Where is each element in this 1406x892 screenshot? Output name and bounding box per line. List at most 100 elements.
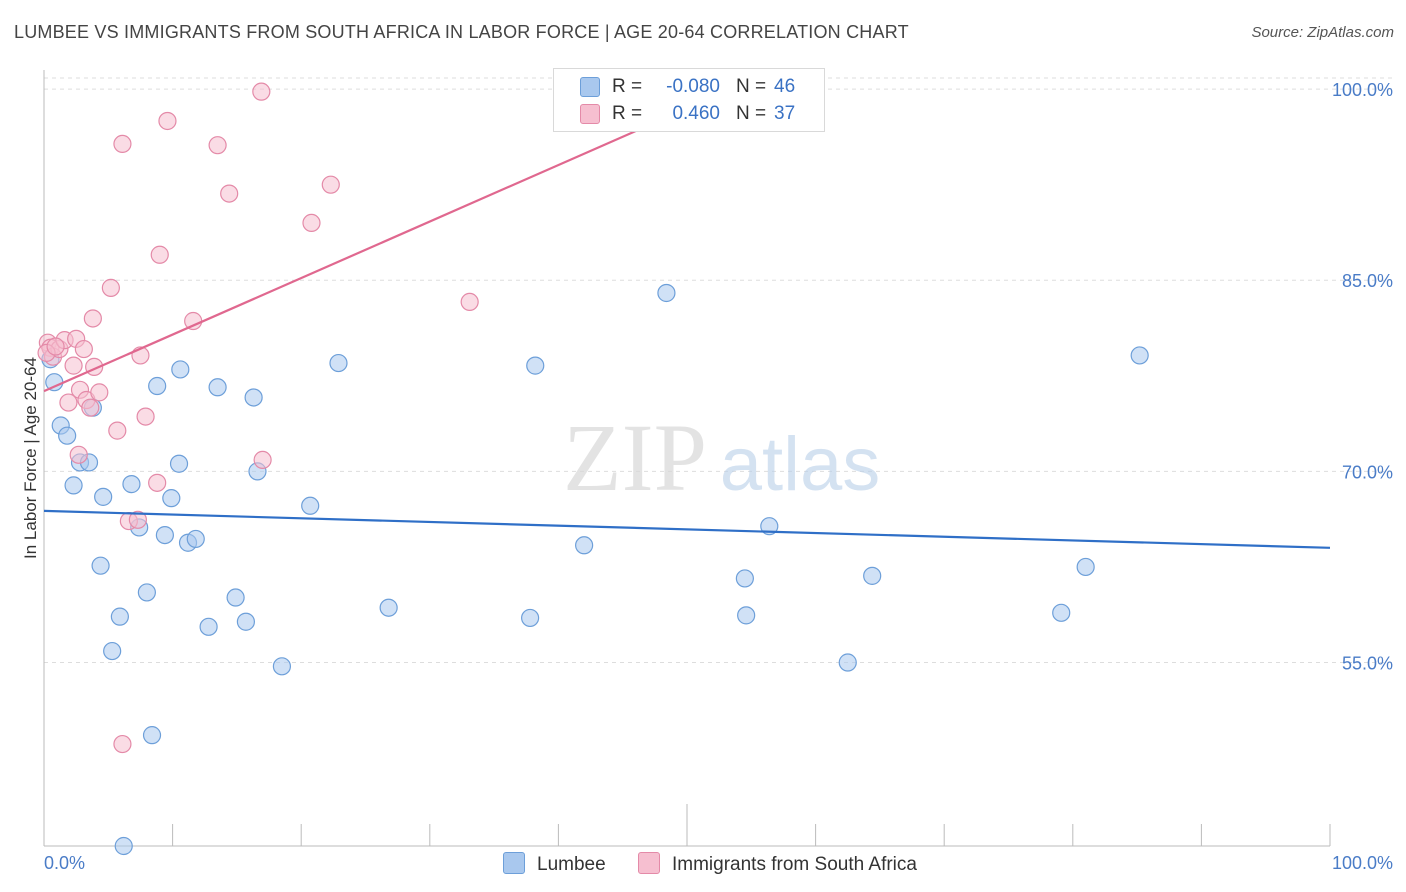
lumbee-point [226,588,245,607]
legend-n-value: 46 [774,76,796,97]
lumbee-point [760,517,779,536]
immigrant-point [321,175,340,194]
lumbee-point [208,378,227,397]
lumbee-point [301,496,320,515]
lumbee-point [142,726,162,745]
lumbee-point [657,283,676,303]
watermark: ZIP atlas [563,404,880,511]
lumbee-point [1076,557,1095,577]
correlation-legend: R = -0.080 N = 46 R = 0.460 N = 37 [553,68,825,132]
lumbee-point [244,388,263,407]
lumbee-trend-line [43,509,1331,549]
lumbee-point [737,606,756,625]
legend-item-lumbee[interactable]: Lumbee [503,852,606,876]
lumbee-point [155,525,174,545]
immigrant-point [128,510,147,529]
immigrant-point [64,356,83,375]
legend-n-value: 37 [774,103,796,124]
y-tick-label: 85.0% [1342,271,1393,291]
legend-n-label: N = [736,103,767,124]
immigrant-point [150,245,169,264]
legend-item-immigrants[interactable]: Immigrants from South Africa [638,852,917,876]
lumbee-point [186,529,205,549]
lumbee-point [272,657,292,676]
legend-r-label: R = [612,103,643,124]
legend-n-label: N = [736,76,767,97]
grid-layer [44,77,1394,664]
lumbee-point [162,489,181,508]
immigrant-point [220,184,239,203]
lumbee-point [521,608,540,628]
y-tick-label: 100.0% [1332,80,1393,100]
immigrant-point [148,473,167,492]
lumbee-point [171,360,190,379]
immigrant-point [460,292,479,312]
series-legend: Lumbee Immigrants from South Africa [0,852,1406,878]
lumbee-point [236,612,256,631]
chart-title: LUMBEE VS IMMIGRANTS FROM SOUTH AFRICA I… [14,22,909,42]
source-credit: Source: ZipAtlas.com [1251,24,1394,41]
immigrant-point [46,337,65,356]
lumbee-point [94,487,113,506]
legend-swatch-lumbee [580,77,600,97]
trend-layer [43,104,1331,549]
lumbee-point [58,426,77,445]
immigrant-point [90,383,109,402]
immigrant-point [101,278,120,297]
immigrant-point [59,393,78,412]
immigrant-point [252,82,271,101]
legend-label-lumbee: Lumbee [537,854,606,875]
legend-swatch-immigrants [580,104,600,124]
lumbee-point [64,476,83,495]
watermark-atlas: atlas [720,422,881,507]
x-tick-label: 0.0% [44,853,85,873]
lumbee-point [735,569,754,588]
x-tick-label: 100.0% [1332,853,1393,873]
lumbee-point [1130,346,1149,365]
legend-r-value: -0.080 [666,76,720,97]
y-tick-label: 55.0% [1342,654,1393,674]
lumbee-point [1052,603,1071,622]
lumbee-point [137,583,156,602]
legend-swatch-immigrants [638,852,660,874]
immigrant-point [208,136,227,155]
watermark-zip: ZIP [563,404,707,511]
immigrant-point [81,398,100,417]
points-layer [37,82,1149,856]
immigrant-point [253,450,272,470]
legend-label-immigrants: Immigrants from South Africa [672,854,917,875]
lumbee-point [379,598,398,617]
immigrant-point [74,339,93,359]
immigrant-point [158,111,177,131]
immigrant-point [113,734,132,754]
lumbee-point [526,356,545,375]
legend-row-immigrants: R = 0.460 N = 37 [554,99,824,127]
legend-r-label: R = [612,76,643,97]
legend-r-value: 0.460 [672,103,720,124]
lumbee-point [575,536,594,555]
immigrant-point [108,421,127,440]
lumbee-point [169,454,189,473]
lumbee-point [114,836,133,856]
lumbee-point [329,353,348,373]
y-axis-title: In Labor Force | Age 20-64 [21,357,40,559]
immigrant-point [302,213,321,233]
lumbee-point [122,475,141,494]
legend-swatch-lumbee [503,852,525,874]
immigrant-point [136,407,155,426]
legend-row-lumbee: R = -0.080 N = 46 [554,72,824,100]
immigrant-point [113,134,132,154]
immigrant-point [69,445,88,464]
lumbee-point [838,653,857,672]
axis-layer: 55.0% 70.0% 85.0% 100.0% 0.0% 100.0% [43,70,1393,873]
lumbee-point [91,556,110,575]
lumbee-point [148,376,167,396]
lumbee-point [863,566,882,585]
lumbee-point [199,617,218,636]
lumbee-point [103,641,122,661]
y-tick-label: 70.0% [1342,462,1393,482]
immigrant-point [83,309,102,328]
lumbee-point [110,607,129,626]
immigrant-trend-line [43,104,694,393]
